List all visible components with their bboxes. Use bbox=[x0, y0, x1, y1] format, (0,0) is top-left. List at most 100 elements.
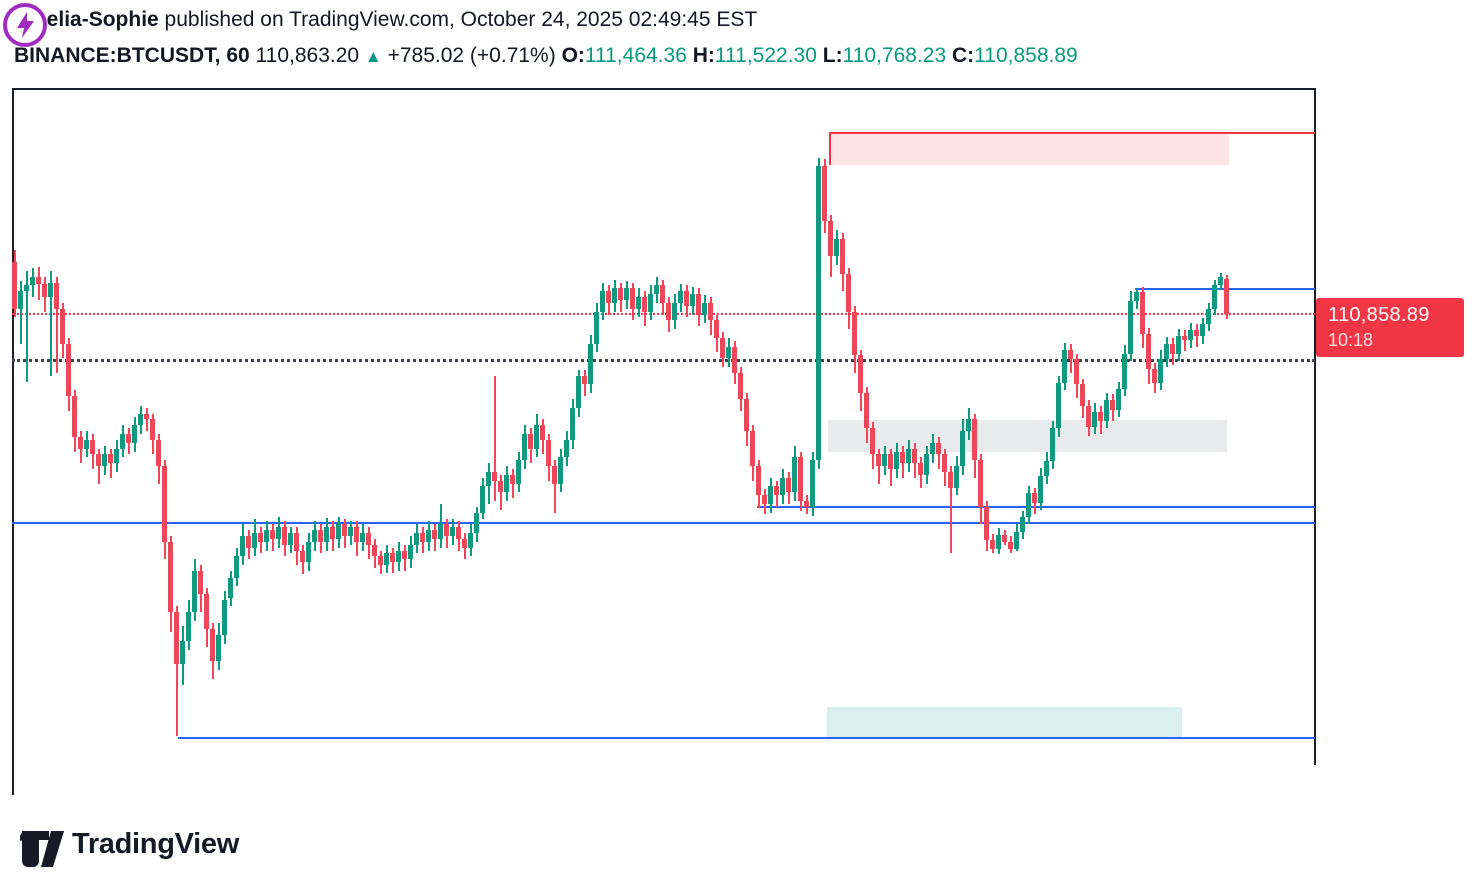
candle-body bbox=[96, 454, 101, 467]
candle-body bbox=[1086, 406, 1091, 428]
candle-body bbox=[894, 451, 899, 469]
candle-body bbox=[978, 460, 983, 507]
tradingview-brand-text[interactable]: TradingView bbox=[72, 828, 239, 860]
candle-body bbox=[360, 533, 365, 542]
candle-body bbox=[546, 439, 551, 467]
candle-body bbox=[1092, 411, 1097, 428]
candle-body bbox=[138, 413, 143, 426]
candle-body bbox=[216, 635, 221, 662]
candle-body bbox=[1218, 277, 1223, 285]
blue-horizontal-line[interactable] bbox=[12, 522, 1315, 524]
candle-body bbox=[828, 221, 833, 257]
candle-body bbox=[1002, 535, 1007, 542]
candle-body bbox=[60, 308, 65, 344]
candle-wick bbox=[20, 281, 22, 344]
plot-border-left bbox=[12, 88, 14, 795]
equilibrium-zone[interactable] bbox=[828, 420, 1227, 452]
candle-body bbox=[324, 527, 329, 542]
price-change: +785.02 (+0.71%) bbox=[387, 44, 556, 67]
candle-body bbox=[624, 288, 629, 300]
candle-body bbox=[378, 556, 383, 566]
candle-body bbox=[342, 524, 347, 536]
candle-wick bbox=[146, 408, 148, 432]
candle-body bbox=[594, 311, 599, 344]
candle-body bbox=[12, 262, 17, 309]
candle-body bbox=[786, 477, 791, 493]
candle-wick bbox=[1184, 330, 1186, 351]
candle-body bbox=[564, 439, 569, 458]
candle-body bbox=[1080, 384, 1085, 407]
candle-body bbox=[774, 486, 779, 496]
candle-body bbox=[852, 311, 857, 356]
last-price: 110,863.20 bbox=[255, 44, 360, 67]
candle-body bbox=[102, 454, 107, 467]
blue-horizontal-line[interactable] bbox=[178, 737, 1315, 739]
candle-body bbox=[750, 431, 755, 467]
candle-body bbox=[690, 294, 695, 306]
candle-body bbox=[1194, 330, 1199, 337]
candle-body bbox=[1212, 284, 1217, 310]
candle-body bbox=[1062, 349, 1067, 383]
candle-body bbox=[48, 282, 53, 298]
candle-body bbox=[840, 238, 845, 274]
symbol-header: BINANCE:BTCUSDT, 60 110,863.20 ▲ +785.02… bbox=[14, 44, 1078, 68]
candle-body bbox=[666, 302, 671, 321]
candle-body bbox=[318, 530, 323, 542]
candle-body bbox=[972, 419, 977, 461]
candle-wick bbox=[98, 448, 100, 484]
candle-body bbox=[660, 285, 665, 303]
candle-body bbox=[126, 434, 131, 443]
candle-body bbox=[744, 399, 749, 432]
candle-body bbox=[858, 355, 863, 394]
candle-body bbox=[1134, 292, 1139, 302]
candle-wick bbox=[26, 270, 28, 382]
candle-body bbox=[36, 276, 41, 284]
candle-body bbox=[408, 544, 413, 560]
candle-body bbox=[738, 372, 743, 400]
candle-body bbox=[384, 553, 389, 566]
candle-body bbox=[768, 486, 773, 504]
candle-body bbox=[420, 533, 425, 542]
candle-body bbox=[684, 291, 689, 306]
badge-countdown: 10:18 bbox=[1328, 330, 1374, 350]
candle-body bbox=[114, 448, 119, 464]
flash-idea-icon[interactable] bbox=[0, 0, 50, 55]
candle-body bbox=[1146, 333, 1151, 369]
candle-body bbox=[108, 454, 113, 464]
candle-body bbox=[390, 553, 395, 563]
candle-body bbox=[84, 439, 89, 449]
candle-body bbox=[966, 419, 971, 432]
candle-body bbox=[426, 530, 431, 542]
candle-body bbox=[72, 396, 77, 437]
blue-horizontal-line[interactable] bbox=[757, 506, 1315, 508]
premium-zone[interactable] bbox=[829, 133, 1229, 165]
candle-body bbox=[654, 285, 659, 295]
discount-zone[interactable] bbox=[827, 707, 1182, 738]
candle-body bbox=[474, 512, 479, 534]
candle-body bbox=[18, 291, 23, 309]
candle-wick bbox=[512, 468, 514, 499]
candle-body bbox=[1038, 475, 1043, 503]
symbol-interval[interactable]: BINANCE:BTCUSDT, 60 bbox=[14, 44, 250, 67]
candle-body bbox=[1008, 541, 1013, 549]
candle-body bbox=[42, 283, 47, 298]
candle-body bbox=[252, 533, 257, 548]
candle-body bbox=[834, 238, 839, 257]
candle-body bbox=[276, 527, 281, 539]
candle-body bbox=[402, 550, 407, 560]
red-horizontal-line[interactable] bbox=[829, 132, 1315, 134]
candle-body bbox=[960, 431, 965, 467]
close-value: 110,858.89 bbox=[974, 44, 1078, 67]
high-value: 111,522.30 bbox=[714, 44, 817, 67]
candle-body bbox=[78, 436, 83, 449]
candle-body bbox=[432, 530, 437, 539]
candle-body bbox=[588, 343, 593, 385]
candle-body bbox=[198, 570, 203, 595]
candle-body bbox=[54, 282, 59, 309]
tradingview-logo-icon[interactable] bbox=[17, 827, 66, 872]
candle-wick bbox=[50, 270, 52, 376]
publish-info: published on TradingView.com, October 24… bbox=[158, 8, 758, 31]
candle-body bbox=[120, 434, 125, 449]
candle-body bbox=[906, 448, 911, 464]
